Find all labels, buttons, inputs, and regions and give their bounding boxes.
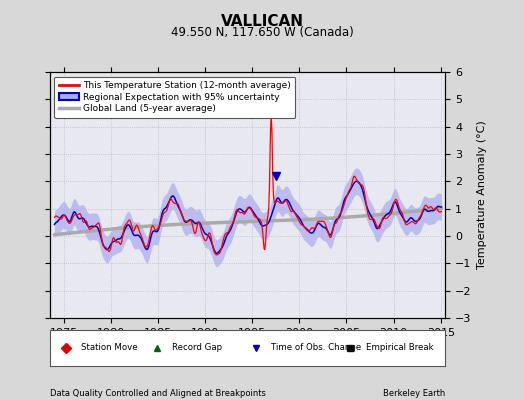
- Text: Time of Obs. Change: Time of Obs. Change: [271, 344, 362, 352]
- Text: Record Gap: Record Gap: [172, 344, 223, 352]
- Text: Station Move: Station Move: [81, 344, 138, 352]
- Text: Empirical Break: Empirical Break: [366, 344, 434, 352]
- Text: Data Quality Controlled and Aligned at Breakpoints: Data Quality Controlled and Aligned at B…: [50, 389, 266, 398]
- Text: Berkeley Earth: Berkeley Earth: [383, 389, 445, 398]
- Legend: This Temperature Station (12-month average), Regional Expectation with 95% uncer: This Temperature Station (12-month avera…: [54, 76, 296, 118]
- Y-axis label: Temperature Anomaly (°C): Temperature Anomaly (°C): [477, 121, 487, 269]
- Text: VALLICAN: VALLICAN: [221, 14, 303, 29]
- Text: 49.550 N, 117.650 W (Canada): 49.550 N, 117.650 W (Canada): [171, 26, 353, 39]
